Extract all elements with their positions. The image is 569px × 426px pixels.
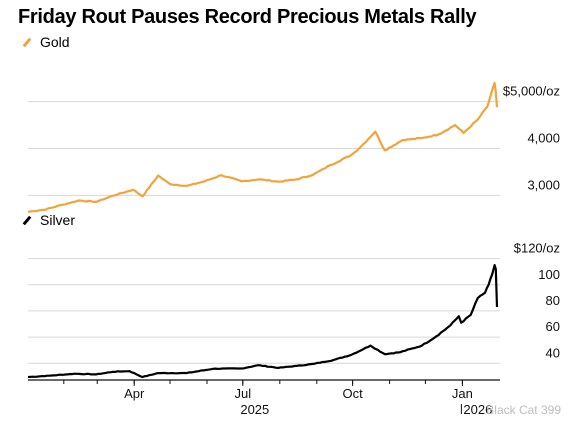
y-tick-label-0-2: $5,000/oz bbox=[503, 84, 560, 99]
x-tick-label-0: Apr bbox=[124, 386, 145, 401]
y-tick-label-1-1: 60 bbox=[546, 319, 560, 334]
series-line-silver bbox=[27, 264, 499, 379]
x-tick-label-1: Jul bbox=[234, 386, 251, 401]
legend-silver-label: Silver bbox=[40, 212, 76, 228]
x-tick-label-3: Jan bbox=[452, 386, 473, 401]
y-tick-label-1-2: 80 bbox=[546, 293, 560, 308]
y-tick-label-0-0: 3,000 bbox=[527, 177, 560, 192]
legend-silver: Silver bbox=[22, 212, 75, 228]
x-tick-label-2: Oct bbox=[342, 386, 363, 401]
year-label-2026: 2026 bbox=[463, 402, 492, 417]
watermark: Black Cat 399 bbox=[486, 403, 561, 417]
year-label-2025: 2025 bbox=[240, 402, 269, 417]
chart-title: Friday Rout Pauses Record Precious Metal… bbox=[18, 6, 477, 28]
series-line-gold bbox=[27, 81, 499, 213]
y-tick-label-1-0: 40 bbox=[546, 345, 560, 360]
y-tick-label-1-3: 100 bbox=[538, 267, 560, 282]
legend-gold-label: Gold bbox=[40, 34, 70, 50]
legend-gold: Gold bbox=[22, 34, 70, 50]
y-tick-label-0-1: 4,000 bbox=[527, 130, 560, 145]
y-tick-label-1-4: $120/oz bbox=[514, 241, 560, 256]
